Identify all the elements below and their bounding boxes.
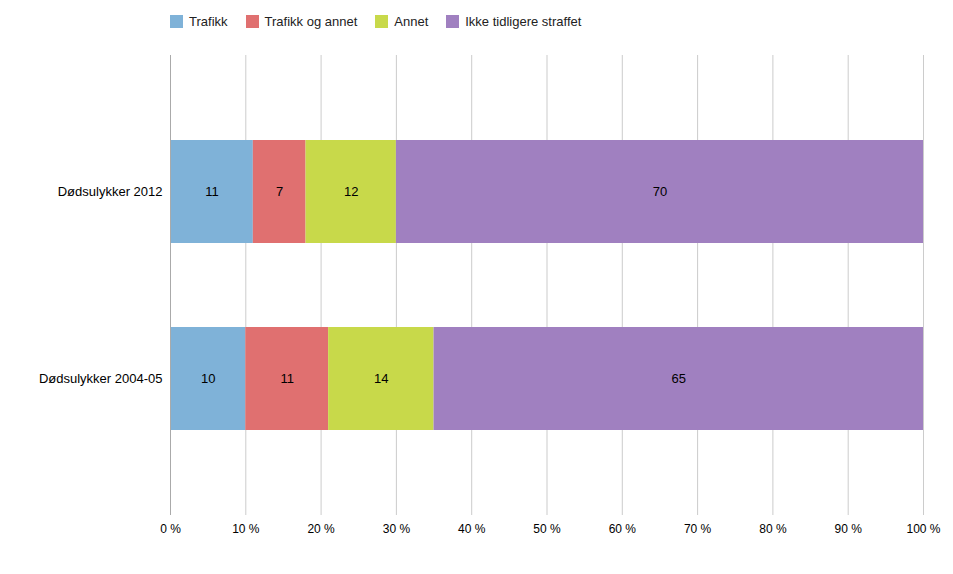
svg-text:11: 11 (205, 184, 219, 199)
svg-text:70 %: 70 % (684, 522, 712, 536)
svg-text:0 %: 0 % (160, 522, 181, 536)
svg-text:70: 70 (653, 184, 667, 199)
html-text:Trafikk: Trafikk (189, 14, 228, 29)
html-text:Ikke tidligere straffet: Ikke tidligere straffet (465, 14, 582, 29)
svg-text:Dødsulykker 2012: Dødsulykker 2012 (58, 184, 163, 199)
html-text:Annet: Annet (394, 14, 429, 29)
svg-text:10: 10 (201, 371, 215, 386)
svg-text:50 %: 50 % (533, 522, 561, 536)
svg-text:12: 12 (344, 184, 358, 199)
svg-text:40 %: 40 % (458, 522, 486, 536)
svg-text:11: 11 (280, 371, 294, 386)
svg-text:20 %: 20 % (307, 522, 335, 536)
svg-text:Dødsulykker 2004-05: Dødsulykker 2004-05 (39, 371, 163, 386)
html-text:Trafikk og annet: Trafikk og annet (264, 14, 358, 29)
svg-text:10 %: 10 % (232, 522, 260, 536)
svg-text:80 %: 80 % (759, 522, 787, 536)
svg-text:65: 65 (672, 371, 686, 386)
svg-text:100 %: 100 % (906, 522, 940, 536)
svg-text:7: 7 (276, 184, 283, 199)
svg-text:60 %: 60 % (609, 522, 637, 536)
svg-text:90 %: 90 % (835, 522, 863, 536)
svg-text:14: 14 (374, 371, 388, 386)
svg-text:30 %: 30 % (383, 522, 411, 536)
